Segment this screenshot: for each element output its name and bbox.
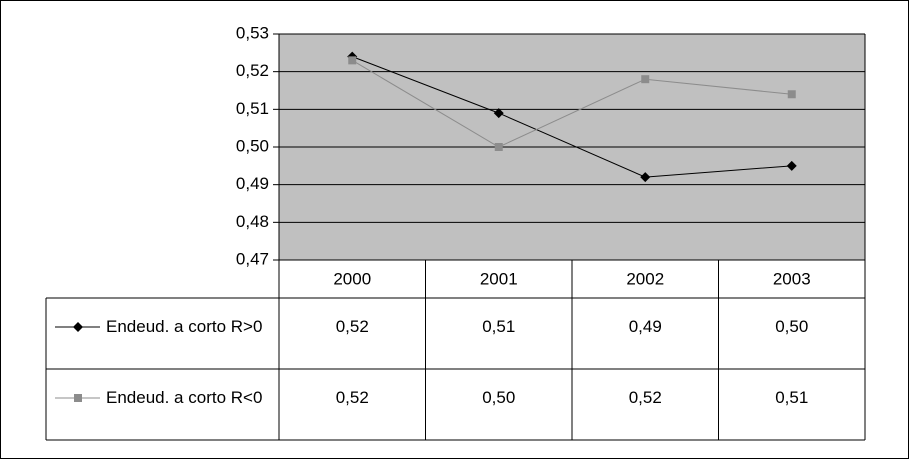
- table-value: 0,52: [628, 388, 662, 407]
- x-tick-label: 2002: [626, 269, 664, 288]
- table-value: 0,50: [482, 388, 516, 407]
- table-value: 0,49: [628, 317, 662, 336]
- table-value: 0,51: [482, 317, 516, 336]
- y-tick-label: 0,50: [236, 136, 269, 155]
- y-tick-label: 0,52: [236, 61, 269, 80]
- marker: [348, 56, 357, 65]
- y-tick-label: 0,49: [236, 174, 269, 193]
- legend-marker: [74, 394, 82, 402]
- table-value: 0,50: [775, 317, 809, 336]
- y-tick-label: 0,53: [236, 23, 269, 42]
- series-line: [351, 59, 792, 148]
- marker: [640, 172, 651, 183]
- marker: [494, 143, 503, 151]
- marker: [787, 90, 796, 99]
- marker: [641, 75, 650, 84]
- table-value: 0,51: [775, 388, 809, 407]
- legend-label: Endeud. a corto R<0: [106, 388, 263, 407]
- marker: [493, 108, 504, 119]
- x-tick-label: 2003: [773, 269, 811, 288]
- y-tick-label: 0,47: [236, 249, 269, 268]
- legend-label: Endeud. a corto R>0: [106, 317, 263, 336]
- table-value: 0,52: [335, 388, 369, 407]
- table-value: 0,52: [335, 317, 369, 336]
- x-tick-label: 2000: [333, 269, 371, 288]
- x-tick-label: 2001: [480, 269, 518, 288]
- y-tick-label: 0,51: [236, 99, 269, 118]
- legend-marker: [73, 322, 83, 332]
- y-tick-label: 0,48: [236, 212, 269, 231]
- marker: [786, 160, 797, 171]
- series-line: [352, 56, 792, 178]
